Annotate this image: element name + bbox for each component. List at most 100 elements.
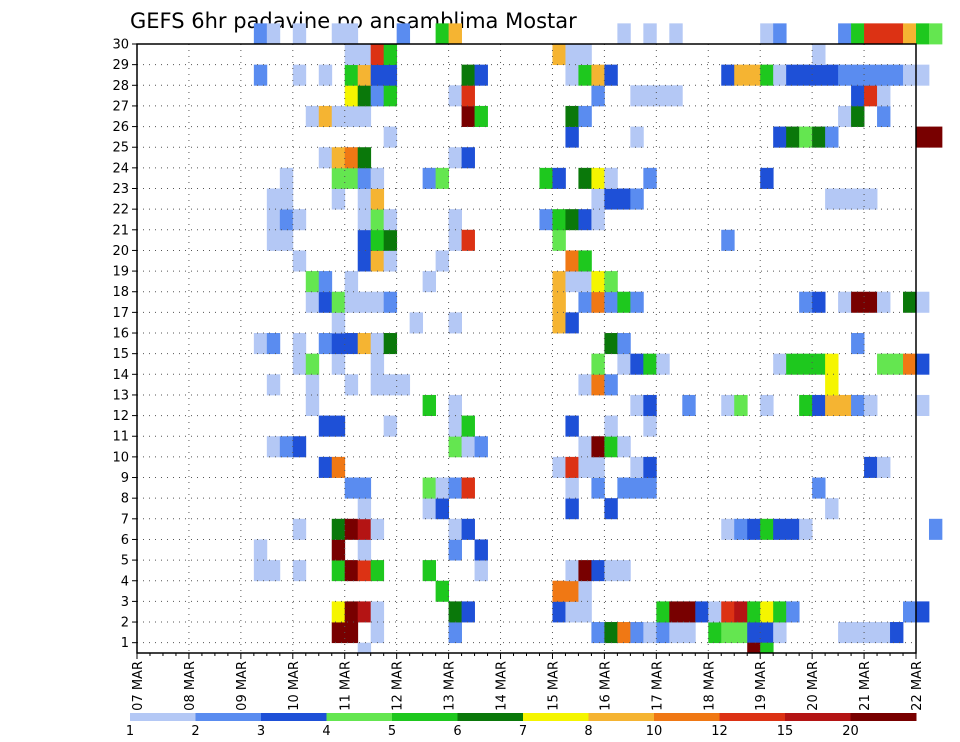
precip-cell <box>279 436 294 458</box>
precip-cell <box>604 291 618 313</box>
precip-cell <box>578 580 592 602</box>
precip-cell <box>760 394 774 416</box>
precip-cell <box>370 250 385 272</box>
colorbar-label: 8 <box>584 724 592 739</box>
precip-cell <box>565 456 579 478</box>
precip-cell <box>383 229 398 251</box>
precip-cell <box>331 291 346 313</box>
y-tick-label: 14 <box>112 368 129 383</box>
precip-cell <box>760 642 774 653</box>
precip-cell <box>760 518 774 540</box>
precip-cell <box>591 353 605 375</box>
precip-cell <box>344 271 359 293</box>
precip-cell <box>266 23 281 45</box>
precip-cell <box>370 64 398 86</box>
precip-cell <box>383 209 398 231</box>
colorbar-label: 6 <box>453 724 461 739</box>
precip-cell <box>604 167 618 189</box>
precip-cell <box>838 105 852 127</box>
precip-cell <box>604 333 618 355</box>
precip-cell <box>578 601 592 623</box>
y-tick-label: 27 <box>112 99 129 114</box>
precip-cell <box>331 560 346 582</box>
precip-cell <box>357 85 372 107</box>
y-tick-label: 25 <box>112 141 129 156</box>
precip-cell <box>461 601 475 623</box>
precip-cell <box>370 85 385 107</box>
precip-cell <box>318 456 333 478</box>
precip-cell <box>630 353 644 375</box>
y-tick-label: 26 <box>112 120 129 135</box>
precip-cell <box>552 209 566 231</box>
precip-cell <box>344 64 359 86</box>
precip-cell <box>331 105 372 127</box>
colorbar-label: 7 <box>519 724 527 739</box>
precip-cell <box>565 271 592 293</box>
y-tick-label: 10 <box>112 450 129 465</box>
precip-cell <box>591 291 605 313</box>
precip-cell <box>357 167 372 189</box>
precip-cell <box>344 601 359 623</box>
precip-cell <box>370 518 385 540</box>
precip-cell <box>617 477 657 499</box>
precip-cell <box>435 498 449 520</box>
precip-cell <box>318 147 333 169</box>
precip-cell <box>461 477 475 499</box>
precip-cell <box>461 64 475 86</box>
x-tick-label: 22 MAR <box>910 661 925 711</box>
precip-cell <box>396 23 411 45</box>
precip-cell <box>747 601 761 623</box>
precip-cell <box>422 271 437 293</box>
precip-cell <box>864 394 878 416</box>
precip-cell <box>383 374 398 396</box>
precip-cell <box>864 23 904 45</box>
precip-cell <box>916 126 930 148</box>
y-tick-label: 1 <box>121 636 129 651</box>
precip-cell <box>734 64 761 86</box>
x-tick-label: 17 MAR <box>650 661 665 711</box>
precip-cell <box>682 394 696 416</box>
precip-cell <box>786 64 800 86</box>
precip-cell <box>331 353 346 375</box>
precip-cell <box>331 188 346 210</box>
precip-cell <box>539 209 553 231</box>
precip-cell <box>928 518 943 540</box>
colorbar-swatch <box>130 713 196 721</box>
precip-cell <box>435 250 449 272</box>
precip-cell <box>591 436 605 458</box>
precip-cell <box>773 353 787 375</box>
precip-cell <box>448 312 462 334</box>
precip-cell <box>773 601 787 623</box>
precip-cell <box>773 126 787 148</box>
precip-cell <box>448 229 462 251</box>
precip-cell <box>799 518 813 540</box>
precip-cell <box>448 85 462 107</box>
precip-cell <box>825 188 878 210</box>
y-tick-label: 16 <box>112 327 129 342</box>
x-tick-label: 08 MAR <box>183 661 198 711</box>
precip-cell <box>565 126 579 148</box>
precip-cell <box>370 188 385 210</box>
precip-cell <box>370 622 385 644</box>
precip-cell <box>461 85 475 107</box>
precip-cell <box>812 44 826 66</box>
precip-cell <box>708 601 722 623</box>
precip-cell <box>266 374 281 396</box>
precip-cell <box>383 126 398 148</box>
precip-cell <box>812 477 826 499</box>
precip-cell <box>253 333 268 355</box>
precip-cell <box>656 353 670 375</box>
y-tick-label: 7 <box>121 512 129 527</box>
precip-cell <box>643 415 657 437</box>
precip-cell <box>448 23 462 45</box>
precip-cell <box>825 394 852 416</box>
precip-cell <box>565 64 579 86</box>
precip-cell <box>318 271 333 293</box>
y-axis: 1234567891011121314151617181920212223242… <box>112 38 137 651</box>
precip-cell <box>591 374 605 396</box>
precip-cell <box>253 64 268 86</box>
precip-cell <box>812 291 826 313</box>
precip-cell <box>357 601 372 623</box>
precip-cell <box>448 601 462 623</box>
precip-cell <box>760 167 774 189</box>
